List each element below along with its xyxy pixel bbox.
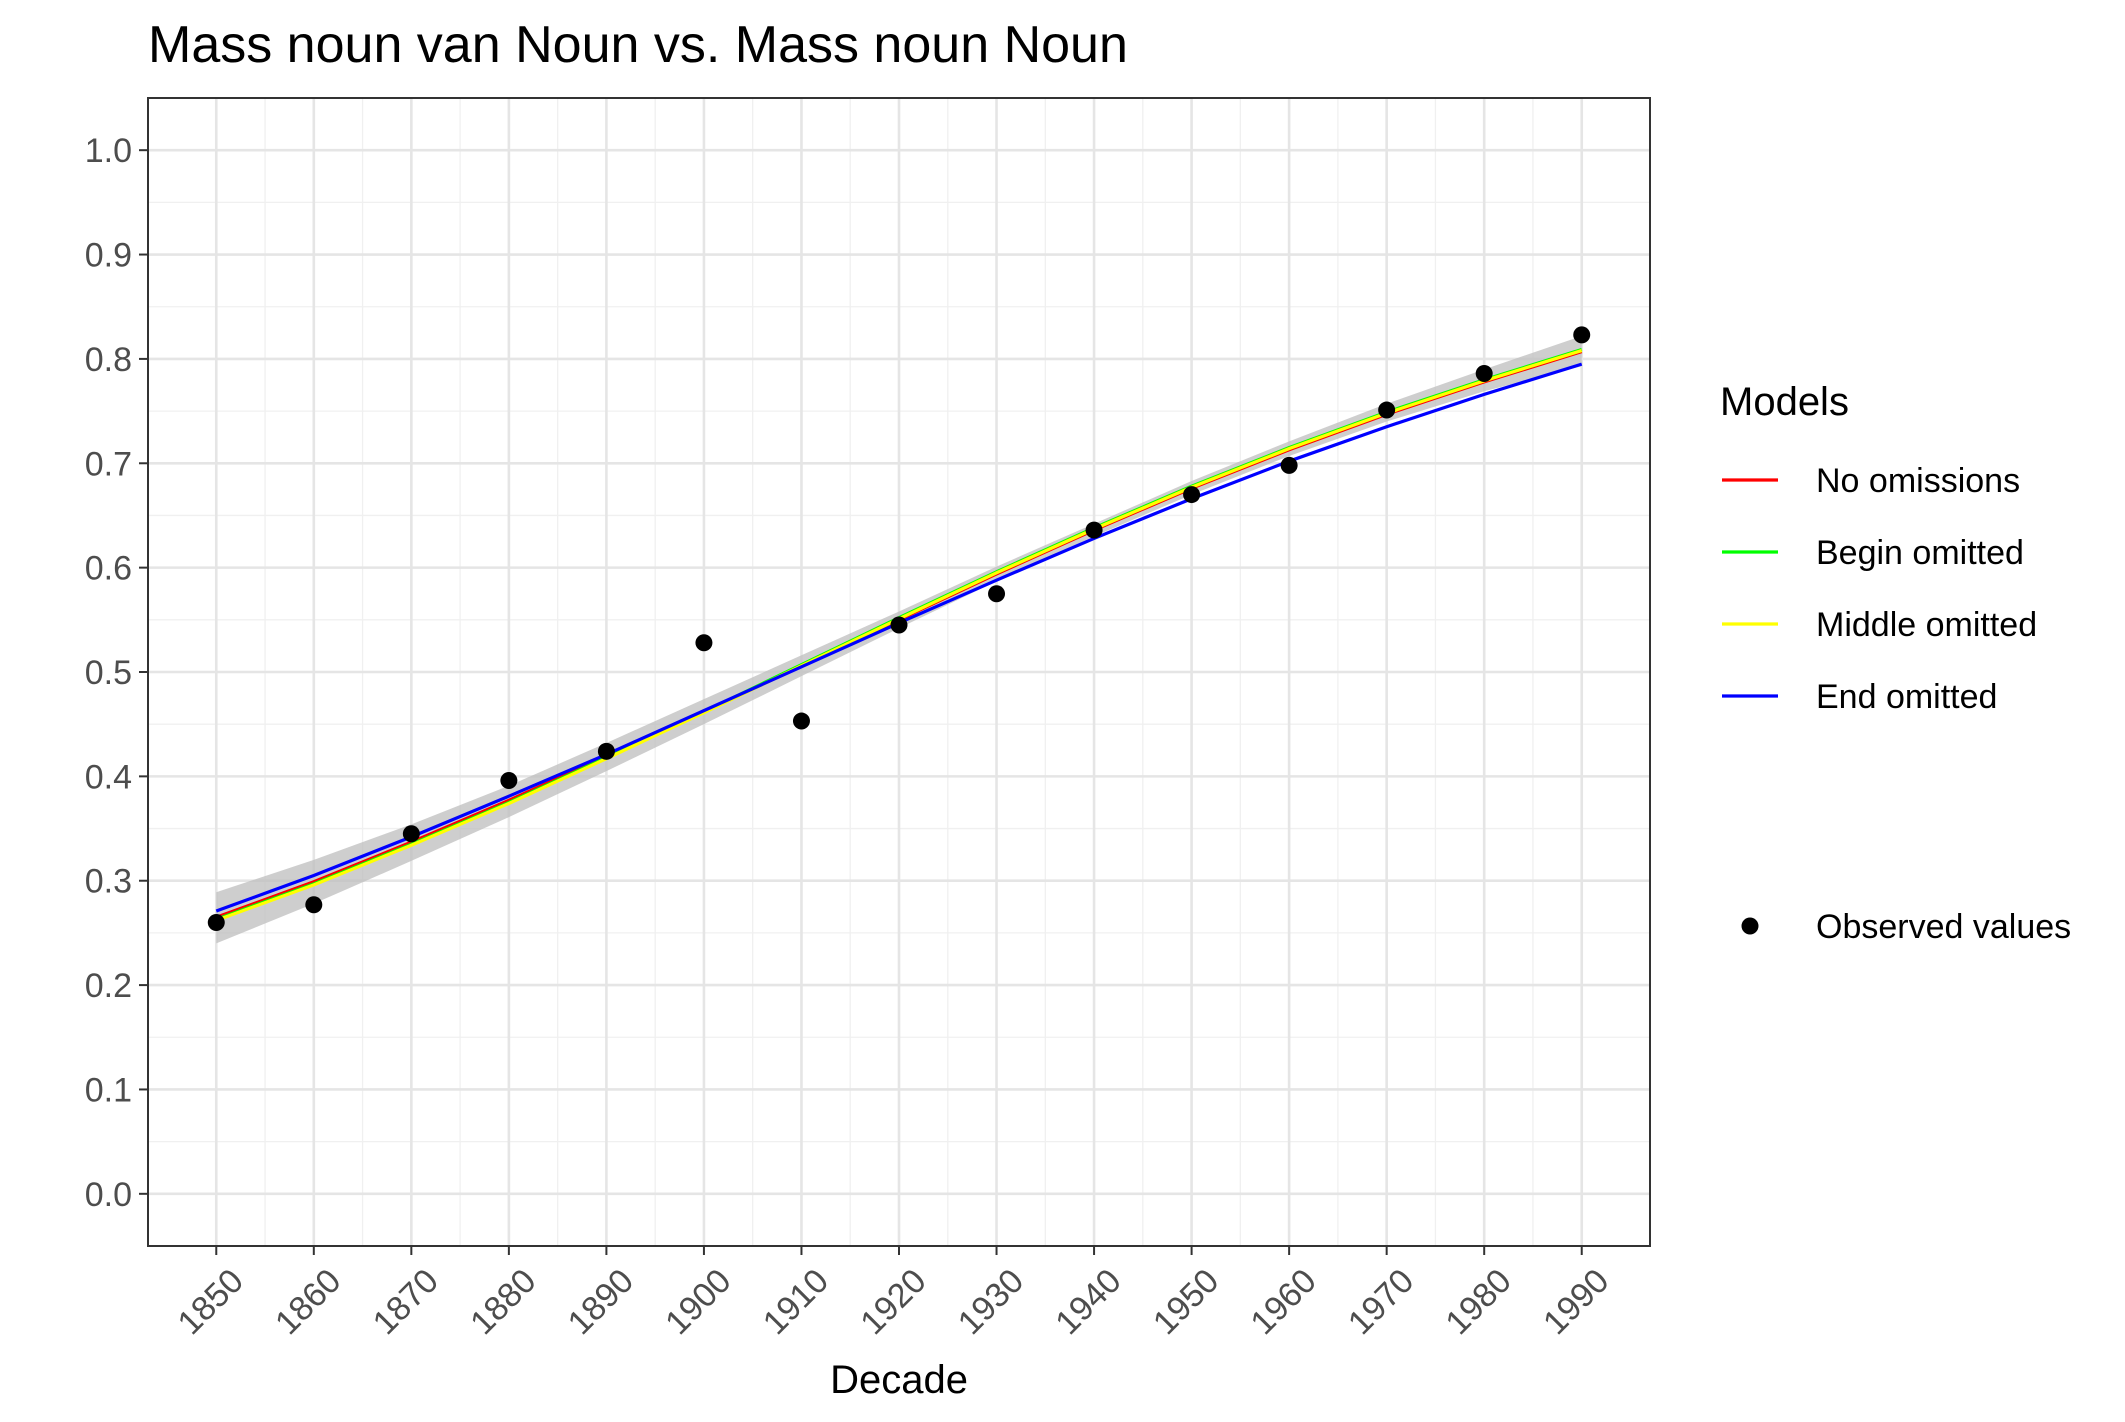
y-tick-label: 0.0	[85, 1176, 132, 1214]
x-tick-label: 1870	[366, 1262, 446, 1342]
y-tick-label: 0.5	[85, 654, 132, 692]
x-tick-label: 1930	[951, 1262, 1031, 1342]
x-tick-label: 1990	[1536, 1262, 1616, 1342]
x-tick-label: 1920	[853, 1262, 933, 1342]
observed-point	[207, 913, 225, 931]
confidence-band-layer	[216, 335, 1582, 944]
legend-label: Observed values	[1816, 908, 2071, 946]
x-tick-label: 1950	[1146, 1262, 1226, 1342]
y-tick-label: 0.2	[85, 967, 132, 1005]
legend-key-point	[1741, 917, 1759, 935]
y-tick-label: 1.0	[85, 132, 132, 170]
observed-points-layer	[207, 326, 1591, 931]
observed-point	[890, 616, 908, 634]
x-tick-label: 1850	[171, 1262, 251, 1342]
y-tick-label: 0.4	[85, 758, 132, 796]
observed-point	[792, 712, 810, 730]
legend-label: Middle omitted	[1816, 606, 2037, 644]
y-tick-label: 0.7	[85, 445, 132, 483]
observed-point	[402, 825, 420, 843]
x-tick-label: 1940	[1048, 1262, 1128, 1342]
observed-point	[1280, 456, 1298, 474]
observed-point	[500, 772, 518, 790]
legend-label: Begin omitted	[1816, 534, 2024, 572]
observed-point	[1085, 521, 1103, 539]
observed-point	[695, 634, 713, 652]
y-tick-label: 0.8	[85, 341, 132, 379]
x-tick-label: 1960	[1243, 1262, 1323, 1342]
x-tick-label: 1880	[463, 1262, 543, 1342]
x-tick-label: 1910	[756, 1262, 836, 1342]
chart-title: Mass noun van Noun vs. Mass noun Noun	[148, 16, 1128, 74]
y-axis: 0.0 0.1 0.2 0.3 0.4 0.5 0.6 0.7 0.8 0.9 1.0	[85, 132, 148, 1214]
y-tick-label: 0.1	[85, 1071, 132, 1109]
observed-point	[305, 896, 323, 914]
observed-point	[597, 742, 615, 760]
observed-point	[1183, 486, 1201, 504]
x-axis: 1850 1860 1870 1880 1890 1900 1910 1920 1930 1940…	[171, 1246, 1616, 1342]
legend-label: No omissions	[1816, 462, 2020, 500]
confidence-band	[216, 335, 1582, 944]
observed-point	[1573, 326, 1591, 344]
grid	[148, 98, 1650, 1246]
x-tick-label: 1980	[1438, 1262, 1518, 1342]
observed-point	[1475, 365, 1493, 383]
x-tick-label: 1900	[658, 1262, 738, 1342]
legend-label: End omitted	[1816, 678, 1997, 716]
observed-point	[1378, 401, 1396, 419]
x-tick-label: 1970	[1341, 1262, 1421, 1342]
legend: Models No omissions Begin omitted Middle o…	[1720, 380, 2071, 946]
x-tick-label: 1890	[561, 1262, 641, 1342]
y-tick-label: 0.9	[85, 237, 132, 275]
y-tick-label: 0.3	[85, 863, 132, 901]
y-tick-label: 0.6	[85, 550, 132, 588]
observed-point	[988, 585, 1006, 603]
x-axis-title: Decade	[830, 1358, 968, 1402]
legend-title: Models	[1720, 380, 1849, 424]
x-tick-label: 1860	[268, 1262, 348, 1342]
